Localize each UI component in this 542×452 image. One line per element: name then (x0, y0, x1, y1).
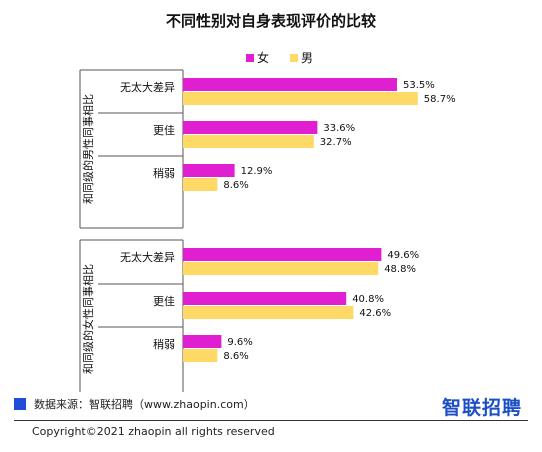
bar-female (183, 248, 382, 261)
chart: 不同性别对自身表现评价的比较 女男 和同级的男性同事相比无太大差异更佳稍弱和同级… (79, 12, 456, 392)
data-label: 42.6% (359, 308, 391, 319)
data-label: 9.6% (227, 337, 252, 348)
bar-female (183, 121, 318, 134)
legend-swatch-1 (290, 54, 298, 62)
data-label: 53.5% (403, 80, 435, 91)
legend: 女男 (246, 50, 313, 65)
bar-female (183, 335, 222, 348)
source-text: 数据来源：智联招聘（www.zhaopin.com） (34, 398, 255, 411)
data-label: 32.7% (320, 137, 352, 148)
footer-divider (14, 420, 528, 421)
data-label: 58.7% (424, 94, 456, 105)
bars: 53.5% 58.7% 33.6% 32.7% 12.9% 8.6% 49.6% 48.8% 4… (183, 78, 456, 362)
legend-swatch-0 (246, 54, 254, 62)
bar-male (183, 349, 218, 362)
chart-title: 不同性别对自身表现评价的比较 (166, 12, 376, 30)
bar-male (183, 178, 218, 191)
legend-label-1: 男 (301, 51, 313, 65)
group-label-0: 和同级的男性同事相比 (81, 94, 95, 204)
data-label: 12.9% (241, 166, 273, 177)
bar-female (183, 292, 347, 305)
group-label-1: 和同级的女性同事相比 (81, 264, 95, 374)
bar-female (183, 164, 235, 177)
zhaopin-logo: 智联招聘 (441, 397, 522, 419)
category-label: 无太大差异 (120, 250, 175, 264)
copyright-text: Copyright©2021 zhaopin all rights reserv… (32, 425, 275, 438)
data-label: 8.6% (223, 180, 248, 191)
category-label: 更佳 (153, 123, 175, 137)
category-label: 稍弱 (153, 337, 175, 351)
category-label: 无太大差异 (120, 80, 175, 94)
bar-female (183, 78, 397, 91)
data-label: 40.8% (352, 294, 384, 305)
data-label: 33.6% (323, 123, 355, 134)
legend-label-0: 女 (257, 50, 269, 65)
data-label: 49.6% (387, 250, 419, 261)
bar-male (183, 135, 314, 148)
category-label: 稍弱 (153, 166, 175, 180)
bar-male (183, 92, 418, 105)
data-label: 8.6% (223, 351, 248, 362)
bar-male (183, 262, 379, 275)
source-marker-icon (14, 398, 26, 410)
category-label: 更佳 (153, 294, 175, 308)
data-label: 48.8% (384, 264, 416, 275)
bar-male (183, 306, 354, 319)
